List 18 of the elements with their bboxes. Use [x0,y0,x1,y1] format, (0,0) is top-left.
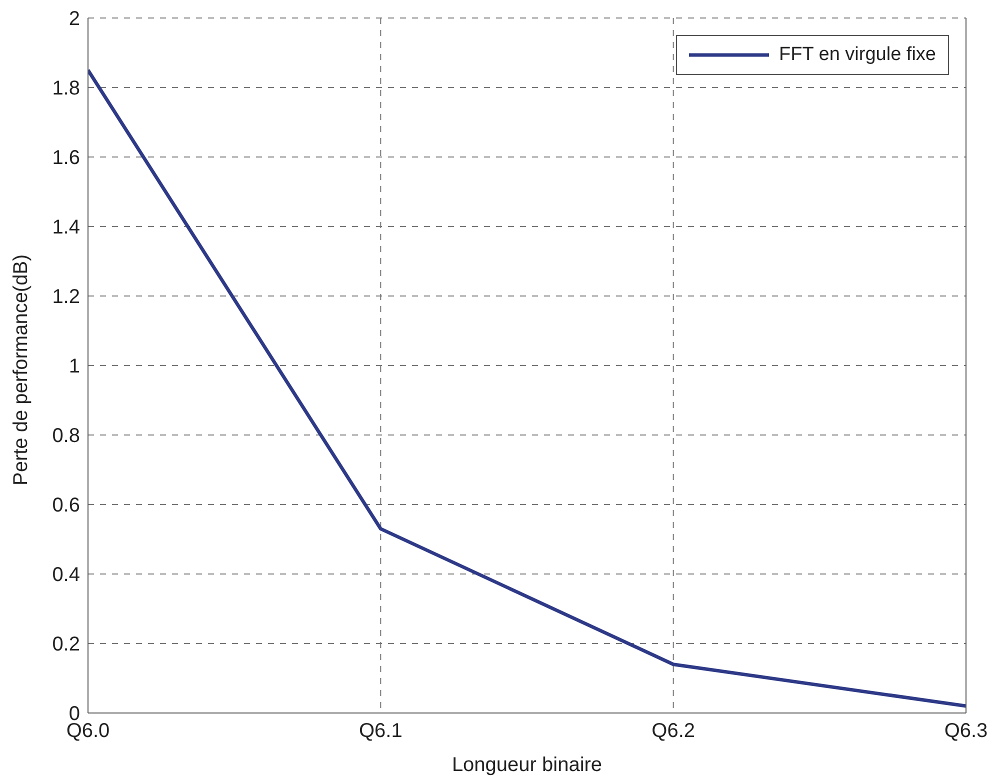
x-tick-label: Q6.0 [66,720,110,742]
y-tick-label: 2 [68,8,80,30]
y-tick-label: 1.8 [52,78,80,100]
y-tick-label: 1.6 [52,147,80,170]
line-series [88,68,966,708]
y-tick-label: 0.8 [52,425,80,448]
y-tick-label: 0.6 [52,494,80,517]
x-tick-label: Q6.1 [358,720,402,742]
y-tick-label: 1.4 [52,216,80,239]
y-tick-label: 0.4 [52,564,80,586]
y-tick-label: 0.2 [52,634,80,656]
x-tick-label: Q6.2 [652,720,696,742]
y-tick-label: 1.2 [52,286,80,308]
x-axis-title: Longueur binaire [452,754,602,776]
x-tick-label: Q6.3 [944,720,988,742]
legend-label: FFT en virgule fixe [779,43,936,67]
y-axis-title: Perte de performance(dB) [10,254,32,486]
y-tick-label: 1 [68,356,80,378]
